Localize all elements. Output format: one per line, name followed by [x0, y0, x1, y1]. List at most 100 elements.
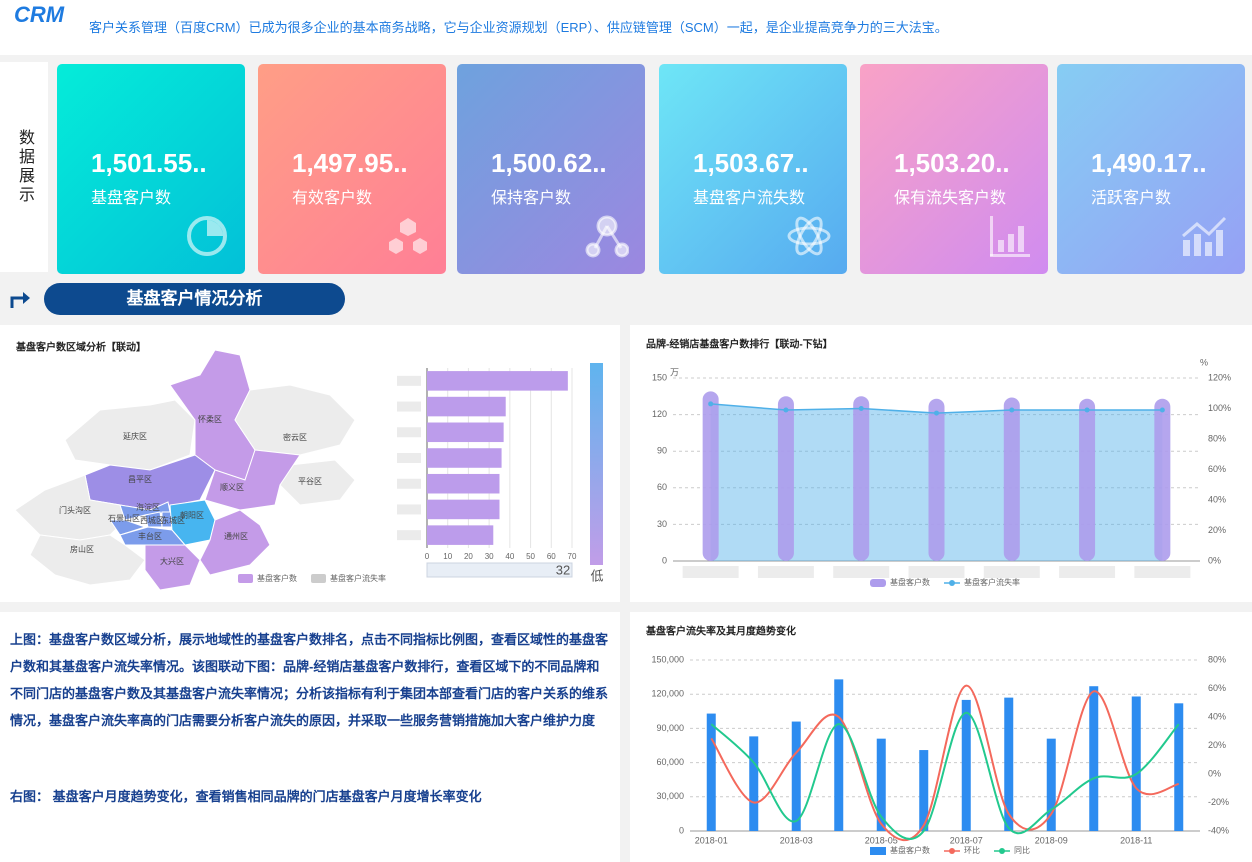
- bar: [1003, 397, 1020, 561]
- kpi-card[interactable]: 1,500.62.. 保持客户数: [457, 64, 645, 274]
- legend-swatch: [949, 848, 955, 854]
- description: 右图： 基盘客户月度趋势变化，查看销售相同品牌的门店基盘客户月度增长率变化: [10, 789, 482, 804]
- y2-tick-label: 20%: [1208, 740, 1226, 750]
- category-placeholder: [397, 530, 421, 541]
- category-placeholder: [397, 504, 421, 515]
- bar: [961, 699, 971, 831]
- x-tick-label: 10: [443, 552, 452, 561]
- kpi-value: 1,503.67..: [693, 148, 809, 178]
- legend-label: 基盘客户数: [890, 845, 930, 855]
- category-placeholder: [1059, 566, 1116, 578]
- kpi-card[interactable]: 1,501.55.. 基盘客户数: [57, 64, 245, 274]
- bar: [427, 371, 568, 391]
- bar: [702, 391, 719, 561]
- icon: [187, 216, 227, 256]
- region[interactable]: [234, 384, 356, 456]
- y2-tick-label: 20%: [1208, 525, 1226, 535]
- region-label: 平谷区: [298, 477, 322, 486]
- visual-map[interactable]: [590, 363, 603, 565]
- bar: [427, 499, 500, 520]
- bar: [777, 396, 794, 561]
- section-icon: [10, 292, 30, 308]
- bar: [1089, 686, 1099, 831]
- x-tick-label: 70: [568, 552, 577, 561]
- bar: [1154, 398, 1171, 561]
- region-label: 朝阳区: [180, 511, 204, 520]
- kpi-card[interactable]: 1,490.17.. 活跃客户数: [1057, 64, 1245, 274]
- y2-tick-label: 80%: [1208, 654, 1226, 664]
- point: [1159, 407, 1165, 413]
- bar: [1046, 738, 1056, 831]
- y2-unit: %: [1200, 357, 1208, 367]
- chart-title: 品牌-经销店基盘客户数排行【联动-下钻】: [646, 338, 833, 351]
- y-tick-label: 90,000: [656, 723, 684, 733]
- legend-label: 同比: [1014, 845, 1030, 855]
- category-placeholder: [1134, 566, 1191, 578]
- y2-tick-label: 80%: [1208, 433, 1226, 443]
- bar: [749, 736, 759, 831]
- icon: [585, 215, 629, 258]
- y-tick-label: 30: [657, 519, 667, 529]
- y-tick-label: 0: [662, 555, 667, 565]
- legend-swatch: [870, 579, 886, 587]
- map-panel: 基盘客户数区域分析【联动】 延庆区 怀柔区 密云区 平谷区 昌平区 顺义区 门头…: [0, 325, 620, 602]
- data-zoom[interactable]: [426, 562, 573, 578]
- region[interactable]: [204, 449, 301, 511]
- category-placeholder: [397, 401, 421, 412]
- category-placeholder: [397, 478, 421, 489]
- y-tick-label: 90: [657, 446, 667, 456]
- point: [783, 407, 789, 413]
- description-panel: 上图：基盘客户数区域分析，展示地域性的基盘客户数排名，点击不同指标比例图，查看区…: [0, 612, 620, 862]
- bar: [791, 721, 801, 831]
- kpi-card[interactable]: 1,503.20.. 保有流失客户数: [860, 64, 1048, 274]
- y-tick-label: 120,000: [651, 689, 684, 699]
- kpi-card[interactable]: 1,497.95.. 有效客户数: [258, 64, 446, 274]
- region-label: 门头沟区: [59, 505, 91, 515]
- bar: [1131, 696, 1141, 831]
- category-placeholder: [682, 566, 739, 578]
- region-label: 东城区: [161, 515, 185, 525]
- bar: [427, 473, 500, 494]
- kpi-card[interactable]: 1,503.67.. 基盘客户流失数: [659, 64, 847, 274]
- kpi-label: 有效客户数: [292, 190, 373, 207]
- bar: [1174, 703, 1184, 831]
- category-placeholder: [397, 453, 421, 463]
- legend-label: 基盘客户流失率: [330, 573, 386, 583]
- region[interactable]: [29, 534, 146, 586]
- legend-swatch: [999, 848, 1005, 854]
- bar: [876, 738, 886, 831]
- region-label: 丰台区: [138, 531, 162, 541]
- region-label: 通州区: [224, 531, 248, 541]
- category-placeholder: [983, 566, 1040, 578]
- region[interactable]: [144, 544, 201, 591]
- category-placeholder: [397, 427, 421, 438]
- region[interactable]: [199, 509, 271, 576]
- bar: [706, 713, 716, 831]
- legend-swatch: [238, 574, 253, 583]
- legend-swatch: [311, 574, 326, 583]
- bar: [928, 398, 945, 561]
- category-placeholder: [397, 375, 421, 386]
- kpi-label: 保持客户数: [491, 190, 572, 207]
- point: [1009, 407, 1015, 413]
- y2-tick-label: 120%: [1208, 372, 1231, 382]
- legend-label: 环比: [964, 845, 980, 855]
- kpi-value: 1,503.20..: [894, 148, 1010, 178]
- region[interactable]: [109, 519, 147, 536]
- x-tick-label: 30: [485, 552, 494, 561]
- side-label: 数据展示: [16, 129, 33, 205]
- point: [1084, 407, 1090, 413]
- region[interactable]: [64, 399, 196, 471]
- category-placeholder: [757, 566, 814, 578]
- y-tick-label: 60: [657, 482, 667, 492]
- x-tick-label: 60: [547, 552, 556, 561]
- y-tick-label: 120: [652, 409, 667, 419]
- region-label: 昌平区: [128, 475, 152, 484]
- y2-tick-label: 0%: [1208, 768, 1221, 778]
- icon: [1182, 216, 1227, 256]
- legend-label: 基盘客户数: [257, 573, 297, 583]
- kpi-value: 1,490.17..: [1091, 148, 1207, 178]
- x-tick-label: 2018-09: [1035, 835, 1068, 845]
- bar: [834, 679, 844, 831]
- region-label: 延庆区: [123, 431, 147, 441]
